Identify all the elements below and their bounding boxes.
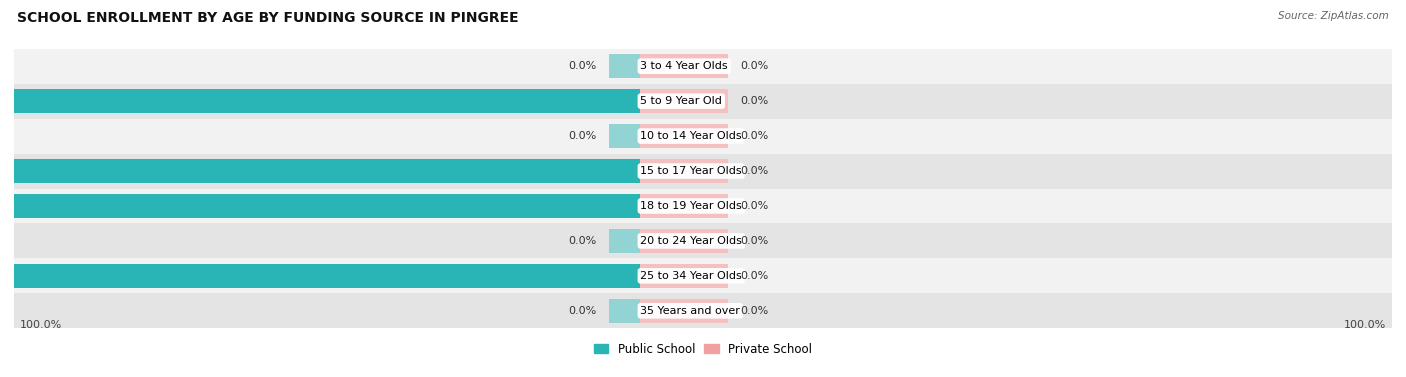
Text: 0.0%: 0.0%: [568, 131, 596, 141]
Bar: [14, 194, 640, 218]
Bar: [640, 54, 728, 78]
Text: 0.0%: 0.0%: [741, 61, 769, 71]
Bar: [640, 89, 728, 113]
Bar: [640, 194, 728, 218]
Text: 0.0%: 0.0%: [741, 271, 769, 281]
Text: 0.0%: 0.0%: [741, 236, 769, 246]
Bar: [609, 54, 640, 78]
Text: 0.0%: 0.0%: [741, 131, 769, 141]
Text: 5 to 9 Year Old: 5 to 9 Year Old: [640, 96, 723, 106]
Bar: [14, 188, 1392, 224]
Bar: [14, 84, 1392, 119]
Text: 3 to 4 Year Olds: 3 to 4 Year Olds: [640, 61, 728, 71]
Text: 20 to 24 Year Olds: 20 to 24 Year Olds: [640, 236, 742, 246]
Bar: [14, 49, 1392, 84]
Bar: [609, 229, 640, 253]
Text: 25 to 34 Year Olds: 25 to 34 Year Olds: [640, 271, 742, 281]
Bar: [14, 224, 1392, 258]
Bar: [14, 264, 640, 288]
Bar: [640, 124, 728, 148]
Text: 0.0%: 0.0%: [741, 201, 769, 211]
Bar: [14, 119, 1392, 153]
Bar: [609, 124, 640, 148]
Bar: [640, 299, 728, 323]
Bar: [14, 293, 1392, 328]
Bar: [640, 159, 728, 183]
Bar: [609, 299, 640, 323]
Text: 15 to 17 Year Olds: 15 to 17 Year Olds: [640, 166, 742, 176]
Text: 0.0%: 0.0%: [568, 236, 596, 246]
Bar: [14, 258, 1392, 293]
Bar: [640, 264, 728, 288]
Text: 100.0%: 100.0%: [0, 201, 1, 211]
Text: 10 to 14 Year Olds: 10 to 14 Year Olds: [640, 131, 742, 141]
Bar: [14, 153, 1392, 188]
Text: 35 Years and over: 35 Years and over: [640, 306, 740, 316]
Text: 100.0%: 100.0%: [20, 320, 63, 330]
Text: 100.0%: 100.0%: [0, 271, 1, 281]
Text: 18 to 19 Year Olds: 18 to 19 Year Olds: [640, 201, 742, 211]
Text: 0.0%: 0.0%: [741, 166, 769, 176]
Text: 100.0%: 100.0%: [0, 96, 1, 106]
Text: 100.0%: 100.0%: [0, 166, 1, 176]
Legend: Public School, Private School: Public School, Private School: [589, 338, 817, 360]
Text: 0.0%: 0.0%: [568, 306, 596, 316]
Text: Source: ZipAtlas.com: Source: ZipAtlas.com: [1278, 11, 1389, 21]
Bar: [14, 159, 640, 183]
Bar: [14, 89, 640, 113]
Text: 0.0%: 0.0%: [568, 61, 596, 71]
Text: 0.0%: 0.0%: [741, 306, 769, 316]
Text: 0.0%: 0.0%: [741, 96, 769, 106]
Bar: [640, 229, 728, 253]
Text: 100.0%: 100.0%: [1343, 320, 1386, 330]
Text: SCHOOL ENROLLMENT BY AGE BY FUNDING SOURCE IN PINGREE: SCHOOL ENROLLMENT BY AGE BY FUNDING SOUR…: [17, 11, 519, 25]
